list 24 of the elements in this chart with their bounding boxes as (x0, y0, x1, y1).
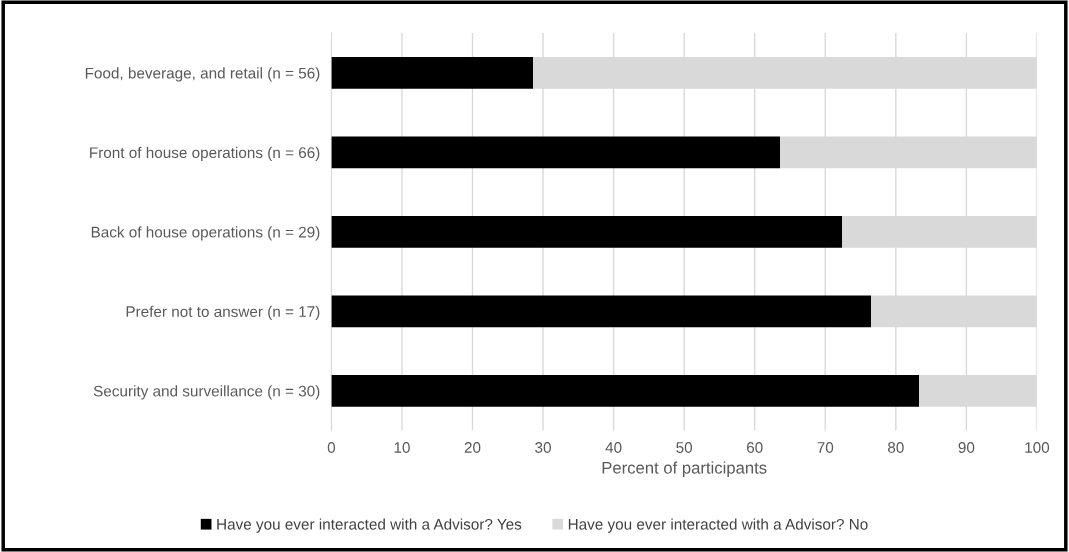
bar (331, 56, 534, 89)
x-tick-label: 80 (887, 442, 904, 453)
y-tick-label: Security and surveillance (n = 30) (93, 385, 320, 400)
bar (331, 136, 781, 169)
bar (331, 374, 920, 407)
x-tick-label: 0 (327, 442, 336, 453)
x-tick-label: 40 (605, 442, 622, 453)
legend-label: Have you ever interacted with a Advisor? Yes (217, 518, 522, 533)
legend-label: Have you ever interacted with a Advisor? No (568, 518, 868, 533)
x-axis-title: Percent of participants (602, 461, 767, 477)
x-tick-label: 100 (1025, 442, 1050, 453)
y-tick-label: Prefer not to answer (n = 17) (126, 305, 320, 321)
x-tick-label: 90 (958, 442, 975, 453)
x-tick-label: 10 (394, 442, 410, 453)
x-tick-label: 60 (746, 442, 763, 453)
bar (331, 215, 843, 248)
y-tick-label: Front of house operations (n = 66) (90, 146, 320, 162)
x-tick-label: 30 (535, 442, 551, 453)
bar (331, 295, 872, 328)
x-tick-label: 70 (817, 442, 834, 453)
y-tick-label: Food, beverage, and retail (n = 56) (85, 67, 320, 82)
x-tick-label: 50 (676, 442, 693, 453)
y-tick-label: Back of house operations (n = 29) (91, 226, 320, 241)
x-tick-label: 20 (464, 442, 481, 453)
